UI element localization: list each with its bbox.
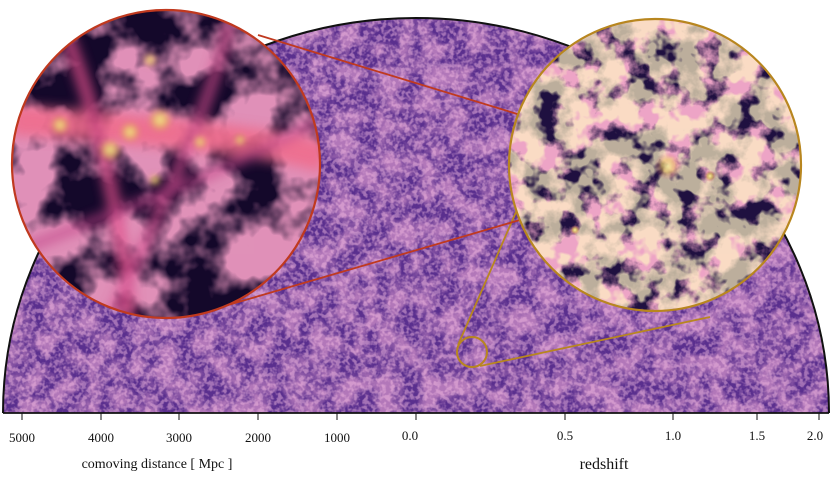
left-tick-label: 4000 [88, 430, 114, 445]
left-axis-title: comoving distance [ Mpc ] [82, 457, 233, 472]
zoom-region-marker-small [456, 336, 488, 368]
zoom-inset-cosmic-web [507, 17, 803, 313]
left-tick-label: 5000 [9, 430, 35, 445]
right-tick-label: 0.0 [402, 428, 418, 443]
left-tick-label: 1000 [324, 430, 350, 445]
right-tick-label: 1.0 [665, 428, 681, 443]
zoom-inset-filament-closeup [10, 8, 322, 320]
axis: 5000 4000 3000 2000 1000 0.0 0.5 1.0 1.5… [3, 412, 829, 473]
right-tick-label: 2.0 [807, 428, 823, 443]
right-axis-title: redshift [580, 456, 629, 473]
left-tick-label: 2000 [245, 430, 271, 445]
right-tick-label: 1.5 [749, 428, 765, 443]
left-tick-label: 3000 [166, 430, 192, 445]
right-tick-label: 0.5 [557, 428, 573, 443]
